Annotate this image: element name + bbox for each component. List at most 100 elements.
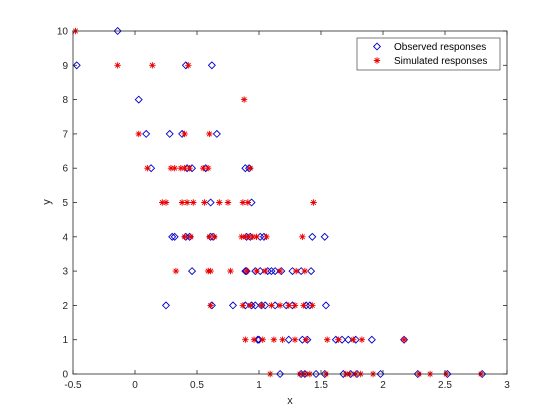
simulated-point: [239, 302, 247, 309]
simulated-point: [291, 336, 299, 343]
simulated-point: [245, 233, 253, 240]
simulated-point: [190, 199, 197, 206]
observed-point: [312, 369, 321, 379]
x-tick-labels: -0.5 0 0.5 1 1.5 2 2.5 3: [64, 380, 510, 391]
x-tick-label: 0.5: [190, 380, 204, 391]
x-axis-label: x: [287, 395, 293, 407]
observed-point: [271, 267, 280, 276]
observed-point: [320, 232, 329, 241]
observed-point: [212, 129, 221, 138]
simulated-point: [159, 199, 166, 206]
y-tick-labels: 0 1 2 3 4 5 6 7 8 9 10: [57, 27, 69, 381]
observed-point: [134, 95, 143, 104]
simulated-point: [247, 165, 254, 172]
x-tick-label: 2: [380, 380, 386, 391]
simulated-point: [258, 302, 265, 309]
simulated-point: [262, 267, 269, 275]
simulated-point: [310, 199, 317, 206]
simulated-point: [276, 302, 284, 309]
simulated-point: [250, 336, 258, 343]
plot-area: [73, 31, 507, 374]
observed-point: [241, 164, 250, 173]
observed-point: [400, 335, 409, 344]
x-tick-label: 1: [256, 380, 262, 391]
observed-point: [284, 335, 293, 344]
observed-point: [307, 267, 316, 276]
simulated-point: [259, 336, 266, 343]
observed-point: [267, 267, 276, 276]
simulated-point: [253, 267, 260, 275]
simulated-point: [335, 336, 342, 343]
simulated-point: [299, 233, 306, 240]
y-tick-label: 8: [62, 95, 68, 106]
y-tick-label: 4: [62, 232, 68, 243]
legend-simulated-marker: [373, 57, 381, 64]
simulated-point: [171, 165, 178, 172]
simulated-point: [291, 302, 299, 309]
observed-point: [161, 301, 171, 310]
simulated-point: [227, 267, 234, 275]
simulated-point: [224, 199, 232, 206]
legend-observed-marker: [372, 42, 382, 51]
simulated-point: [324, 336, 331, 343]
simulated-point: [144, 165, 151, 172]
simulated-point: [240, 96, 248, 103]
observed-point: [257, 301, 266, 310]
legend-diamond-icon: [372, 42, 382, 51]
y-tick-label: 2: [62, 301, 68, 312]
y-tick-label: 10: [57, 27, 69, 38]
simulated-point: [211, 233, 218, 240]
observed-point: [242, 267, 251, 276]
simulated-point: [249, 233, 256, 240]
observed-point: [228, 301, 237, 310]
y-tick-label: 6: [62, 164, 68, 175]
legend: Observed responses Simulated responses: [356, 37, 501, 71]
simulated-point: [244, 199, 252, 206]
x-tick-label: 0: [132, 380, 138, 391]
simulated-point: [207, 267, 214, 275]
observed-point: [344, 335, 353, 344]
simulated-point: [242, 233, 249, 240]
x-tick-label: 3: [504, 380, 510, 391]
simulated-point: [181, 233, 188, 240]
simulated-point: [185, 62, 192, 69]
simulated-point: [309, 302, 316, 309]
simulated-point: [181, 165, 188, 172]
simulated-point: [300, 302, 307, 309]
simulated-point: [400, 336, 408, 343]
observed-point: [207, 61, 216, 70]
x-tick-label: 2.5: [438, 380, 452, 391]
observed-point: [206, 198, 215, 207]
tick-marks: [72, 30, 508, 375]
simulated-point: [279, 336, 286, 343]
observed-point: [300, 369, 309, 379]
observed-point: [170, 232, 179, 241]
observed-point: [168, 232, 177, 241]
simulated-point: [172, 267, 180, 275]
simulated-point: [270, 336, 278, 343]
simulated-point: [204, 165, 212, 172]
simulated-point: [285, 302, 292, 309]
observed-point: [72, 61, 81, 70]
simulated-point: [253, 233, 260, 240]
simulated-point: [183, 199, 191, 206]
simulated-point: [302, 336, 310, 343]
simulated-point: [178, 199, 186, 206]
simulated-point: [293, 267, 300, 275]
simulated-point: [238, 233, 245, 240]
observed-point: [308, 232, 317, 241]
x-tick-label: 1.5: [314, 380, 328, 391]
simulated-point: [114, 62, 121, 69]
observed-point: [367, 335, 376, 344]
simulated-point: [201, 199, 208, 206]
observed-point: [276, 369, 285, 379]
observed-point: [113, 26, 122, 36]
legend-simulated-label: Simulated responses: [394, 56, 487, 67]
legend-asterisk-icon: [373, 57, 381, 64]
x-tick-label: -0.5: [64, 380, 82, 391]
y-tick-label: 9: [62, 61, 68, 72]
simulated-point: [206, 130, 213, 138]
simulated-point: [162, 199, 170, 206]
observed-point: [165, 129, 174, 138]
